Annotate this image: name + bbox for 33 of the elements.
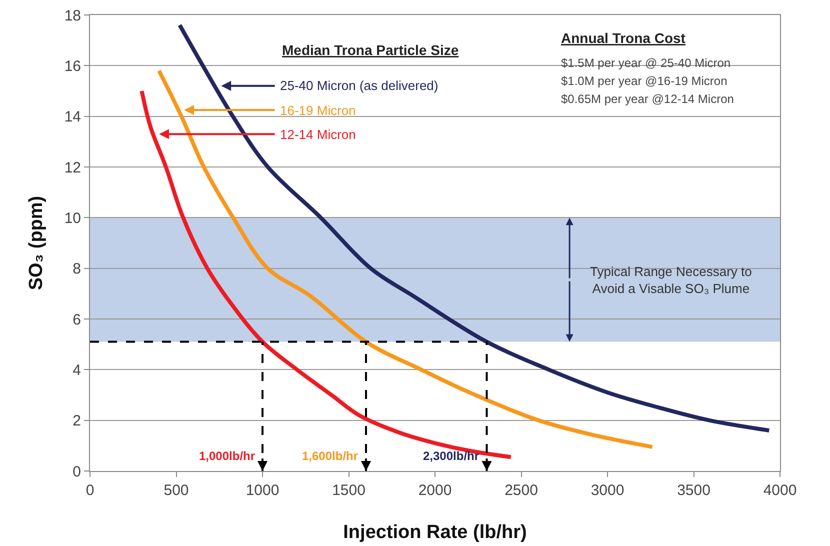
y-axis-title: SO₃ (ppm) [26,196,47,290]
y-tick-label: 10 [64,210,81,227]
ref-line-label: 1,000lb/hr [199,449,256,463]
annotation: $0.65M per year @12-14 Micron [561,92,734,106]
legend-title: Median Trona Particle Size [282,42,459,58]
y-tick-label: 8 [72,260,81,278]
legend-label: 25-40 Micron (as delivered) [280,78,438,93]
x-tick-label: 2500 [504,482,538,499]
x-tick-label: 500 [164,482,189,499]
text: 12-14 Micron [280,127,356,142]
y-tick-label: 12 [64,159,81,176]
y-tick-label: 0 [72,463,81,480]
annotation: $1.5M per year @ 25-40 Micron [561,56,731,70]
y-tick-label: 4 [72,362,81,379]
x-tick-label: 3500 [677,482,710,499]
ref-line-label: 2,300lb/hr [423,449,480,463]
x-tick-label: 1000 [246,482,280,499]
x-tick-label: 1500 [332,482,366,499]
y-tick-label: 18 [64,7,81,24]
x-tick-label: 2000 [418,482,452,499]
text: 16-19 Micron [280,103,356,118]
y-tick-label: 6 [72,311,81,328]
y-tick-label: 2 [72,412,81,430]
x-axis-title: Injection Rate (lb/hr) [343,522,527,543]
annotation: $1.0M per year @16-19 Micron [561,74,728,88]
x-tick-label: 3000 [590,482,624,499]
annotation: Annual Trona Cost [561,30,686,46]
y-tick-label: 16 [64,58,81,75]
x-tick-label: 0 [86,482,94,499]
band-label: Typical Range Necessary to Avoid a Visable SO₃ Plume [590,264,752,296]
y-tick-label: 14 [64,108,81,126]
ref-line-label: 1,600lb/hr [302,449,358,463]
x-tick-label: 4000 [763,482,797,499]
